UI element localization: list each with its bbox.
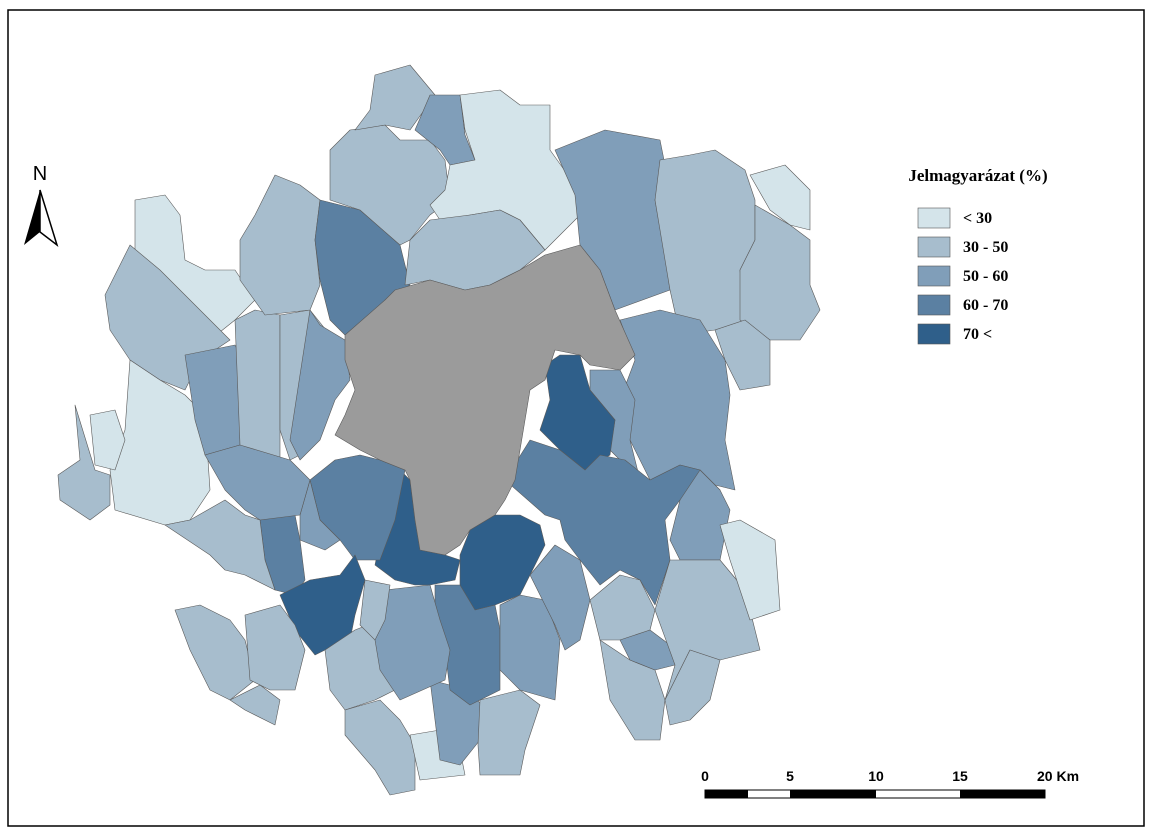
municipality: [164, 499, 276, 591]
municipality: [664, 649, 721, 726]
scale-label: 0: [701, 768, 709, 784]
legend-swatch: [917, 236, 951, 258]
legend: < 30 30 - 50 50 - 60 60 - 70 70 <: [917, 207, 1008, 345]
legend-swatch: [917, 323, 951, 345]
legend-label: 70 <: [963, 326, 992, 343]
scale-label: 5: [786, 768, 794, 784]
municipality: [279, 554, 366, 656]
legend-swatch: [917, 207, 951, 229]
legend-label: 60 - 70: [963, 297, 1008, 314]
municipality: [589, 574, 656, 641]
scale-bar: 0 5 10 15 20 Km: [701, 768, 1079, 799]
municipality: [749, 164, 811, 231]
municipality: [234, 309, 281, 466]
municipality: [719, 519, 781, 621]
north-label: N: [33, 163, 47, 185]
municipality: [57, 404, 111, 521]
scale-label: 10: [868, 768, 884, 784]
scale-segment: [960, 790, 1045, 798]
municipality: [344, 699, 416, 796]
scale-segment: [705, 790, 748, 798]
municipality: [477, 689, 541, 776]
municipality: [539, 354, 616, 471]
municipality: [654, 559, 761, 701]
municipality: [529, 544, 591, 651]
legend-label: 50 - 60: [963, 268, 1008, 285]
legend-swatch: [917, 265, 951, 287]
north-arrow-left: [24, 190, 40, 245]
legend-swatch: [917, 294, 951, 316]
municipality: [289, 309, 351, 461]
municipality: [739, 204, 821, 341]
scale-label: 15: [952, 768, 968, 784]
north-arrow-right: [39, 189, 59, 248]
municipality: [499, 594, 561, 701]
municipality: [459, 514, 546, 611]
municipality: [354, 64, 436, 131]
municipality: [89, 409, 126, 471]
municipality: [359, 579, 391, 641]
scale-label: 20 Km: [1037, 768, 1079, 784]
municipality: [374, 584, 451, 701]
municipality: [404, 209, 546, 291]
legend-label: < 30: [963, 210, 992, 227]
legend-label: 30 - 50: [963, 239, 1008, 256]
legend-title: Jelmagyarázat (%): [908, 166, 1047, 185]
regions: [57, 64, 821, 796]
municipality: [204, 444, 311, 521]
municipality: [244, 604, 306, 691]
municipality: [229, 684, 281, 726]
scale-segment: [790, 790, 876, 798]
budapest: [334, 244, 636, 556]
